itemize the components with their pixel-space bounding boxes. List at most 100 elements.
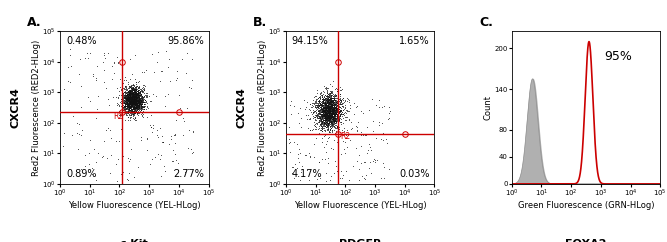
Point — [319, 107, 329, 111]
Point — [133, 98, 143, 102]
Point — [129, 96, 139, 100]
Point — [331, 117, 342, 121]
Point — [327, 104, 338, 107]
Point — [315, 126, 326, 130]
Point — [125, 100, 135, 104]
Point — [315, 114, 325, 118]
Point — [104, 171, 115, 175]
Point — [313, 111, 324, 115]
Point — [334, 104, 344, 107]
Point — [324, 92, 335, 96]
Point — [327, 100, 338, 104]
Point — [333, 108, 344, 112]
Point — [133, 98, 143, 102]
Point — [334, 99, 345, 103]
Point — [317, 109, 328, 113]
Point — [326, 103, 337, 107]
Point — [123, 95, 133, 99]
Point — [323, 114, 334, 118]
Point — [318, 121, 329, 125]
Point — [126, 106, 137, 110]
Point — [137, 104, 147, 108]
Point — [322, 123, 333, 127]
Point — [131, 103, 142, 107]
Point — [133, 95, 144, 99]
Point — [125, 91, 135, 95]
Point — [135, 106, 146, 110]
Point — [343, 97, 354, 101]
Point — [126, 103, 137, 107]
Point — [325, 99, 336, 103]
Point — [327, 91, 338, 95]
Point — [315, 113, 326, 117]
Point — [131, 108, 142, 112]
Point — [328, 108, 339, 112]
Point — [133, 108, 144, 112]
Point — [133, 103, 143, 107]
Point — [127, 102, 138, 106]
Point — [325, 93, 336, 97]
Point — [130, 101, 141, 105]
Point — [321, 108, 332, 112]
Point — [306, 101, 317, 105]
Point — [315, 117, 326, 121]
Point — [127, 107, 138, 111]
Point — [125, 101, 135, 105]
Point — [284, 141, 295, 145]
Point — [122, 86, 133, 90]
Point — [110, 96, 121, 99]
Point — [103, 97, 113, 101]
Point — [341, 133, 352, 137]
Point — [128, 98, 139, 101]
Point — [333, 101, 344, 105]
Point — [133, 94, 143, 98]
Point — [311, 88, 322, 92]
Point — [318, 108, 329, 112]
Point — [354, 178, 365, 182]
Point — [317, 125, 327, 129]
Point — [120, 103, 131, 106]
Point — [325, 96, 336, 100]
Point — [321, 106, 331, 110]
Point — [337, 110, 348, 114]
Point — [127, 83, 138, 87]
Point — [316, 107, 327, 111]
Point — [141, 101, 152, 105]
Point — [132, 107, 143, 111]
Point — [320, 105, 331, 109]
Point — [332, 114, 343, 118]
Point — [332, 110, 343, 114]
Point — [328, 110, 339, 114]
Point — [316, 108, 327, 112]
Point — [123, 99, 134, 103]
Point — [126, 110, 137, 114]
Point — [121, 93, 131, 97]
Point — [120, 109, 131, 113]
Point — [319, 95, 329, 99]
Point — [130, 98, 141, 102]
Point — [137, 96, 147, 100]
Point — [330, 108, 341, 112]
Point — [131, 94, 141, 98]
Point — [125, 88, 135, 92]
Point — [133, 95, 143, 99]
Point — [329, 102, 340, 106]
Point — [134, 105, 145, 108]
Point — [134, 102, 145, 106]
Point — [129, 53, 140, 57]
Point — [337, 114, 348, 118]
Point — [326, 115, 337, 119]
Point — [133, 111, 143, 115]
Point — [303, 151, 314, 155]
Point — [320, 111, 331, 115]
Point — [127, 105, 138, 109]
Point — [330, 98, 341, 101]
Point — [125, 97, 135, 101]
Point — [325, 117, 336, 121]
Point — [376, 176, 386, 180]
Point — [133, 105, 143, 109]
Text: 0.48%: 0.48% — [66, 36, 97, 46]
Point — [315, 103, 326, 107]
Point — [111, 162, 121, 166]
Point — [129, 97, 140, 101]
